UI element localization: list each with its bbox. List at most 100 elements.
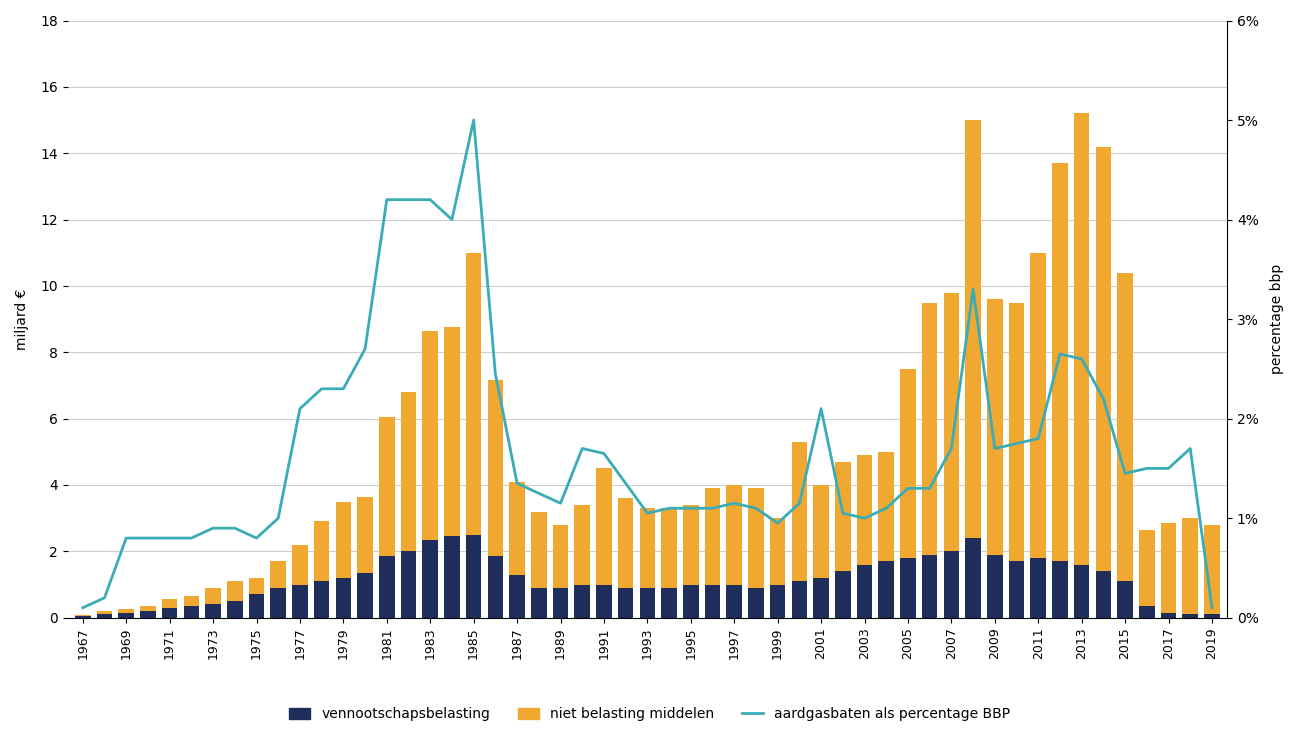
Bar: [661, 588, 677, 618]
Bar: [1009, 302, 1025, 562]
Bar: [1139, 606, 1155, 618]
aardgasbaten als percentage BBP: [379, 195, 395, 204]
Bar: [813, 578, 829, 618]
Bar: [531, 511, 547, 588]
Y-axis label: percentage bbp: percentage bbp: [1270, 264, 1283, 374]
Bar: [466, 535, 482, 618]
Bar: [878, 562, 894, 618]
Bar: [1052, 562, 1068, 618]
Bar: [487, 556, 503, 618]
Bar: [335, 578, 351, 618]
Bar: [379, 556, 395, 618]
Bar: [639, 508, 655, 588]
Bar: [922, 302, 938, 555]
Bar: [118, 609, 134, 613]
Bar: [509, 482, 525, 574]
Bar: [183, 606, 199, 618]
Bar: [118, 613, 134, 618]
Bar: [791, 442, 807, 581]
Bar: [140, 606, 156, 611]
Bar: [726, 585, 742, 618]
Bar: [748, 488, 764, 588]
Bar: [900, 369, 916, 558]
Bar: [596, 585, 612, 618]
Bar: [835, 462, 851, 571]
Bar: [227, 581, 243, 601]
Bar: [205, 605, 221, 618]
Bar: [1074, 113, 1090, 565]
Bar: [770, 518, 786, 585]
Bar: [987, 555, 1003, 618]
Bar: [96, 614, 112, 618]
aardgasbaten als percentage BBP: [1204, 603, 1220, 612]
Bar: [357, 496, 373, 573]
Bar: [248, 594, 264, 618]
Bar: [357, 573, 373, 618]
Bar: [574, 505, 590, 585]
Bar: [1182, 614, 1198, 618]
Bar: [1009, 562, 1025, 618]
Bar: [552, 525, 569, 588]
Bar: [270, 588, 286, 618]
Bar: [1095, 147, 1111, 571]
Bar: [531, 588, 547, 618]
Bar: [1204, 614, 1220, 618]
Bar: [683, 505, 699, 585]
Bar: [965, 538, 981, 618]
aardgasbaten als percentage BBP: [75, 603, 91, 612]
Bar: [75, 616, 91, 618]
Bar: [292, 545, 308, 585]
Bar: [509, 574, 525, 618]
Bar: [922, 555, 938, 618]
Bar: [466, 253, 482, 535]
Bar: [1117, 581, 1133, 618]
Bar: [487, 380, 503, 556]
aardgasbaten als percentage BBP: [965, 285, 981, 293]
Bar: [661, 508, 677, 588]
Y-axis label: miljard €: miljard €: [16, 288, 29, 350]
Bar: [943, 551, 959, 618]
Bar: [1052, 163, 1068, 562]
Bar: [618, 588, 634, 618]
Bar: [791, 581, 807, 618]
aardgasbaten als percentage BBP: [466, 116, 482, 124]
Bar: [835, 571, 851, 618]
Bar: [1074, 565, 1090, 618]
Bar: [1030, 253, 1046, 558]
Bar: [314, 581, 330, 618]
Line: aardgasbaten als percentage BBP: aardgasbaten als percentage BBP: [83, 120, 1212, 608]
Bar: [878, 452, 894, 562]
Bar: [1095, 571, 1111, 618]
Bar: [422, 539, 438, 618]
Bar: [270, 562, 286, 588]
Bar: [1161, 613, 1177, 618]
Bar: [162, 608, 178, 618]
Bar: [400, 392, 416, 551]
Bar: [140, 611, 156, 618]
Bar: [1030, 558, 1046, 618]
Bar: [618, 498, 634, 588]
Bar: [683, 585, 699, 618]
Bar: [422, 330, 438, 539]
Bar: [205, 588, 221, 605]
Bar: [704, 585, 721, 618]
Bar: [704, 488, 721, 585]
Bar: [1139, 530, 1155, 606]
Bar: [943, 293, 959, 551]
Bar: [857, 455, 873, 565]
Bar: [813, 485, 829, 578]
Bar: [857, 565, 873, 618]
Bar: [900, 558, 916, 618]
Bar: [248, 578, 264, 594]
Bar: [444, 328, 460, 536]
Bar: [639, 588, 655, 618]
Bar: [770, 585, 786, 618]
Bar: [1161, 523, 1177, 613]
Bar: [987, 299, 1003, 555]
Bar: [227, 601, 243, 618]
Bar: [1117, 273, 1133, 581]
aardgasbaten als percentage BBP: [748, 504, 764, 513]
aardgasbaten als percentage BBP: [1095, 394, 1111, 403]
Bar: [314, 522, 330, 581]
Bar: [379, 417, 395, 556]
